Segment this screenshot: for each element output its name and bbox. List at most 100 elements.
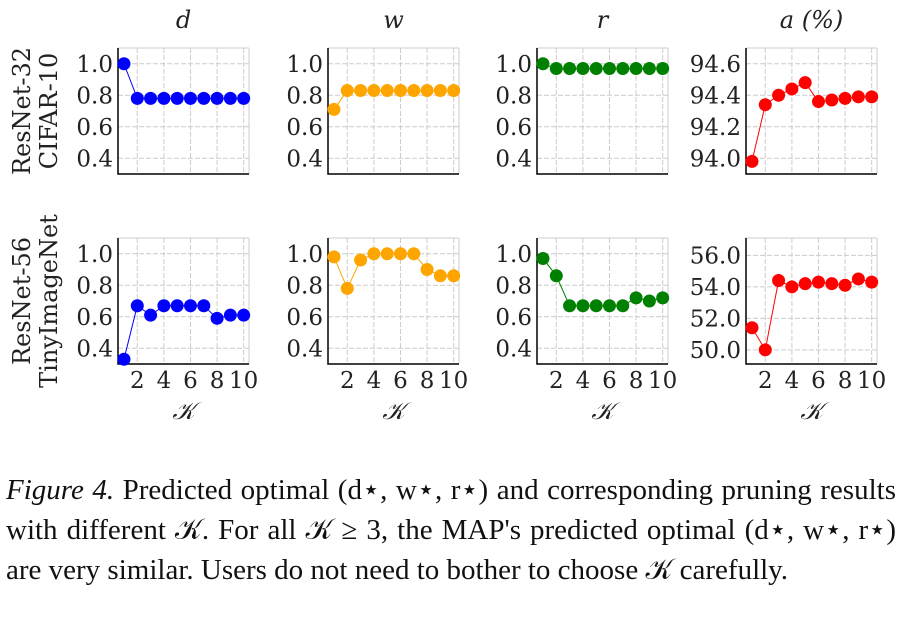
series-line: [123, 63, 244, 99]
x-tick-label: 4: [785, 368, 800, 394]
subplot-1: 0.4 0.6 0.8 1.0 w: [286, 6, 461, 175]
row-label: TinyImageNet: [35, 214, 63, 388]
subplot-0: 0.4 0.6 0.8 1.0 d ResNet-32 CIFAR-10: [8, 6, 251, 175]
data-point: [865, 90, 879, 104]
data-point: [223, 91, 237, 105]
y-tick-label: 1.0: [286, 242, 323, 268]
x-tick-label: 8: [420, 368, 435, 394]
column-title: r: [597, 6, 610, 34]
axis: [536, 48, 668, 175]
y-tick-label: 94.4: [690, 83, 741, 109]
data-point: [393, 247, 407, 261]
axis: [117, 238, 249, 365]
y-tick-label: 0.6: [286, 115, 323, 141]
x-tick-label: 6: [602, 368, 617, 394]
data-point: [563, 61, 577, 75]
figure-caption: Figure 4. Predicted optimal (d⋆, w⋆, r⋆)…: [6, 470, 896, 590]
data-point: [367, 247, 381, 261]
x-tick-label: 2: [340, 368, 355, 394]
data-point: [656, 291, 670, 305]
y-tick-label: 0.8: [286, 83, 323, 109]
data-point: [656, 61, 670, 75]
data-point: [825, 277, 839, 291]
series-line: [751, 278, 872, 352]
data-point: [223, 308, 237, 322]
row-label: CIFAR-10: [35, 53, 63, 169]
series-line: [751, 82, 872, 162]
data-point: [210, 91, 224, 105]
x-tick-label: 4: [576, 368, 591, 394]
data-point: [433, 84, 447, 98]
x-tick-label: 10: [439, 368, 468, 394]
data-point: [865, 275, 879, 289]
y-tick-label: 50.0: [690, 338, 741, 364]
data-point: [616, 299, 630, 313]
data-point: [563, 299, 577, 313]
x-tick-label: 6: [811, 368, 826, 394]
data-point: [327, 250, 341, 264]
y-tick-label: 1.0: [76, 52, 113, 78]
data-point: [629, 291, 643, 305]
y-tick-label: 1.0: [495, 52, 532, 78]
figure-grid: 0.4 0.6 0.8 1.0 d ResNet-32 CIFAR-10 0.4 0.6 0.8 1…: [8, 6, 886, 425]
y-tick-label: 0.8: [495, 273, 532, 299]
data-point: [420, 84, 434, 98]
data-point: [144, 308, 158, 322]
axis: [117, 48, 249, 175]
data-point: [851, 90, 865, 104]
data-point: [170, 299, 184, 313]
x-tick-label: 10: [229, 368, 258, 394]
data-point: [838, 278, 852, 292]
column-title: w: [383, 6, 404, 34]
data-point: [616, 61, 630, 75]
y-tick-label: 0.4: [286, 146, 323, 172]
y-tick-label: 94.2: [690, 115, 741, 141]
data-point: [433, 269, 447, 283]
x-axis-label: 𝒦: [591, 397, 621, 425]
x-tick-label: 4: [367, 368, 382, 394]
data-point: [340, 84, 354, 98]
data-point: [130, 299, 144, 313]
data-point: [117, 352, 131, 366]
x-axis-label: 𝒦: [800, 397, 830, 425]
y-tick-label: 0.4: [76, 336, 113, 362]
axis: [327, 48, 459, 175]
x-tick-label: 6: [393, 368, 408, 394]
x-tick-label: 10: [857, 368, 886, 394]
subplot-6: 0.4 0.6 0.8 1.0 2 4 6 8 10 𝒦: [495, 237, 677, 425]
y-tick-label: 54.0: [690, 275, 741, 301]
data-point: [367, 84, 381, 98]
x-axis-label: 𝒦: [382, 397, 412, 425]
y-tick-label: 0.6: [495, 305, 532, 331]
y-tick-label: 0.4: [286, 336, 323, 362]
data-point: [642, 294, 656, 308]
y-tick-label: 0.8: [286, 273, 323, 299]
axis: [327, 238, 459, 365]
data-point: [798, 277, 812, 291]
data-point: [772, 274, 786, 288]
x-tick-label: 10: [648, 368, 677, 394]
data-point: [157, 299, 171, 313]
data-point: [170, 91, 184, 105]
y-tick-label: 1.0: [495, 242, 532, 268]
data-point: [798, 76, 812, 90]
data-point: [811, 275, 825, 289]
data-point: [758, 343, 772, 357]
x-tick-label: 8: [629, 368, 644, 394]
y-tick-label: 0.6: [76, 115, 113, 141]
x-tick-label: 8: [210, 368, 225, 394]
caption-text: Predicted optimal (d⋆, w⋆, r⋆) and corre…: [6, 474, 896, 586]
data-point: [549, 269, 563, 283]
data-point: [785, 82, 799, 96]
subplot-4: 0.4 0.6 0.8 1.0 2 4 6 8 10 𝒦 ResNet-56 TinyImageNet: [8, 214, 258, 425]
y-tick-label: 0.8: [495, 83, 532, 109]
data-point: [183, 299, 197, 313]
data-point: [407, 247, 421, 261]
y-tick-label: 0.4: [76, 146, 113, 172]
series-line: [333, 90, 454, 110]
subplot-2: 0.4 0.6 0.8 1.0 r: [495, 6, 670, 175]
data-point: [642, 61, 656, 75]
data-point: [210, 311, 224, 325]
x-axis-label: 𝒦: [172, 397, 202, 425]
data-point: [183, 91, 197, 105]
